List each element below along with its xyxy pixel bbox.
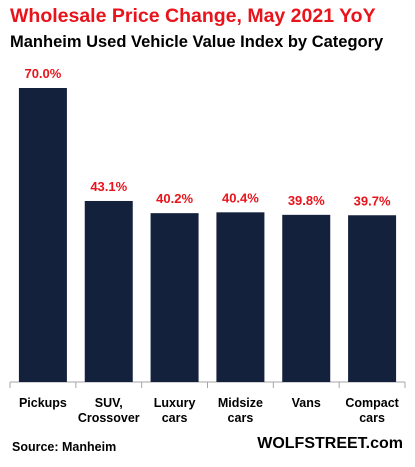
site-credit: WOLFSTREET.com [257,435,403,452]
source-note: Source: Manheim [12,440,117,454]
bar [216,212,265,382]
data-label: 43.1% [90,179,127,194]
x-tick-label: cars [359,411,385,425]
x-tick-label: cars [162,411,188,425]
data-label: 70.0% [24,66,61,81]
x-tick-label: Midsize [218,396,263,410]
x-tick-label: Crossover [78,411,140,425]
bar [348,215,397,382]
x-tick-label: Pickups [19,396,67,410]
chart-title: Wholesale Price Change, May 2021 YoY [10,5,376,27]
x-tick-label: Compact [345,396,399,410]
bar [84,200,133,382]
bar [282,214,331,382]
x-tick-label: SUV, [95,396,123,410]
data-label: 40.2% [156,191,193,206]
bar [18,88,67,382]
data-label: 39.8% [288,193,325,208]
x-tick-label: Vans [292,396,321,410]
chart-subtitle: Manheim Used Vehicle Value Index by Cate… [10,33,384,51]
data-label: 39.7% [354,193,391,208]
data-label: 40.4% [222,190,259,205]
x-tick-label: cars [228,411,254,425]
x-tick-label: Luxury [154,396,196,410]
bar [150,213,199,382]
